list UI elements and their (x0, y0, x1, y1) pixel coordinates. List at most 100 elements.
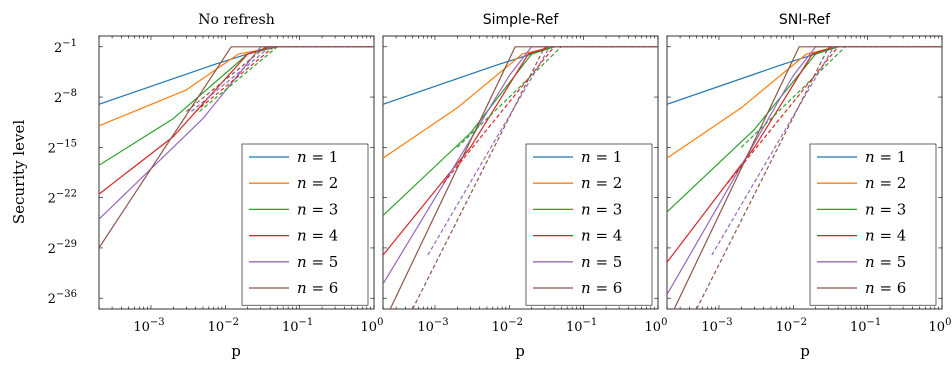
legend-label: n = 1 (865, 148, 906, 166)
legend-label-value: = 5 (875, 253, 907, 271)
x-tick-label-base: 10 (282, 320, 299, 335)
legend-label: n = 3 (297, 200, 338, 218)
legend-label: n = 3 (581, 200, 622, 218)
y-tick-label-exponent: −22 (56, 189, 77, 200)
legend-label-variable: n (297, 227, 307, 245)
y-tick-label-base: 2 (48, 141, 56, 156)
x-tick-label-exponent: −1 (583, 317, 598, 328)
x-tick-label-base: 10 (417, 320, 434, 335)
legend-label: n = 2 (865, 174, 906, 192)
legend-label-value: = 4 (875, 227, 907, 245)
series-group (383, 46, 658, 309)
legend-label: n = 1 (581, 148, 622, 166)
legend-box (525, 143, 653, 306)
legend-label-value: = 2 (875, 174, 907, 192)
plot-frame (98, 35, 375, 310)
legend-box (241, 143, 369, 306)
legend-label-value: = 1 (875, 148, 907, 166)
legend-label-variable: n (865, 174, 875, 192)
legend-label-value: = 2 (307, 174, 339, 192)
legend-label: n = 5 (297, 253, 338, 271)
legend-label-value: = 3 (875, 200, 907, 218)
x-tick-label-exponent: −1 (299, 317, 314, 328)
legend-label-value: = 2 (591, 174, 623, 192)
y-tick-label: 2−36 (48, 289, 77, 307)
legend-label-value: = 5 (591, 253, 623, 271)
x-tick-label-exponent: −1 (867, 317, 882, 328)
y-tick-label-base: 2 (48, 192, 56, 207)
legend-label-variable: n (297, 253, 307, 271)
legend-label-value: = 3 (307, 200, 339, 218)
x-tick-label: 10−2 (208, 317, 239, 335)
legend-label-variable: n (581, 227, 591, 245)
y-tick-label: 2−22 (48, 189, 77, 207)
x-tick-label: 10−2 (776, 317, 807, 335)
y-tick-label: 2−15 (48, 138, 77, 156)
legend-label-variable: n (297, 279, 307, 297)
series-group (99, 46, 374, 249)
legend-label: n = 6 (865, 279, 906, 297)
x-tick-label-exponent: −2 (508, 317, 523, 328)
chart-title: SNI-Ref (779, 12, 831, 28)
x-axis-label-panel-2: p (515, 342, 525, 360)
legend-label-variable: n (297, 148, 307, 166)
series-group (667, 46, 942, 309)
x-tick-label-exponent: 0 (377, 317, 383, 328)
series-line-dashed (740, 46, 942, 148)
x-tick-label: 100 (645, 317, 668, 335)
legend-label-value: = 3 (591, 200, 623, 218)
legend-label-variable: n (865, 200, 875, 218)
y-tick-label-base: 2 (54, 91, 62, 106)
chart-panel-1: 10−3 10−2 10−1 1002−12−82−152−222−292−36No … (48, 12, 384, 335)
x-tick-label-base: 10 (361, 320, 378, 335)
x-tick-label-base: 10 (492, 320, 509, 335)
legend-label-value: = 1 (307, 148, 339, 166)
x-tick-label-exponent: −2 (224, 317, 239, 328)
x-tick-label: 100 (929, 317, 952, 335)
x-tick-label-exponent: −3 (434, 317, 449, 328)
legend-label: n = 4 (581, 227, 622, 245)
legend-label-variable: n (865, 253, 875, 271)
x-tick-label-exponent: 0 (661, 317, 667, 328)
legend-label-variable: n (865, 279, 875, 297)
legend-label-value: = 5 (307, 253, 339, 271)
plot-frame (382, 35, 659, 310)
x-tick-label: 10−3 (701, 317, 732, 335)
series-line-dashed (696, 46, 942, 309)
x-axis-label-panel-3: p (800, 342, 810, 360)
series-line-n2 (99, 46, 374, 127)
legend-label-variable: n (297, 174, 307, 192)
legend-label-value: = 4 (307, 227, 339, 245)
legend-label-variable: n (865, 148, 875, 166)
legend-label-variable: n (581, 200, 591, 218)
legend-label-variable: n (865, 227, 875, 245)
x-tick-label: 10−1 (566, 317, 597, 335)
x-tick-label-exponent: 0 (945, 317, 951, 328)
legend-box (809, 143, 937, 306)
y-tick-label-exponent: −29 (56, 239, 77, 250)
legend-label-value: = 6 (591, 279, 623, 297)
legend-label-value: = 4 (591, 227, 623, 245)
x-tick-label-exponent: −2 (792, 317, 807, 328)
series-line-dashed (456, 46, 658, 148)
y-tick-label-base: 2 (48, 292, 56, 307)
series-line-n2 (667, 46, 942, 159)
legend-label: n = 5 (865, 253, 906, 271)
x-tick-label: 10−2 (492, 317, 523, 335)
plot-frame (666, 35, 943, 310)
series-line-dashed (195, 46, 374, 112)
legend-label-value: = 1 (591, 148, 623, 166)
x-tick-label-base: 10 (701, 320, 718, 335)
legend-label: n = 6 (297, 279, 338, 297)
y-tick-label-exponent: −8 (62, 88, 77, 99)
legend-label: n = 2 (297, 174, 338, 192)
legend-label-variable: n (297, 200, 307, 218)
legend-label: n = 4 (865, 227, 906, 245)
y-tick-label-exponent: −36 (56, 289, 77, 300)
x-tick-label: 10−1 (282, 317, 313, 335)
x-tick-label-base: 10 (776, 320, 793, 335)
legend-label: n = 1 (297, 148, 338, 166)
y-tick-label-exponent: −15 (56, 138, 77, 149)
legend-label: n = 6 (581, 279, 622, 297)
